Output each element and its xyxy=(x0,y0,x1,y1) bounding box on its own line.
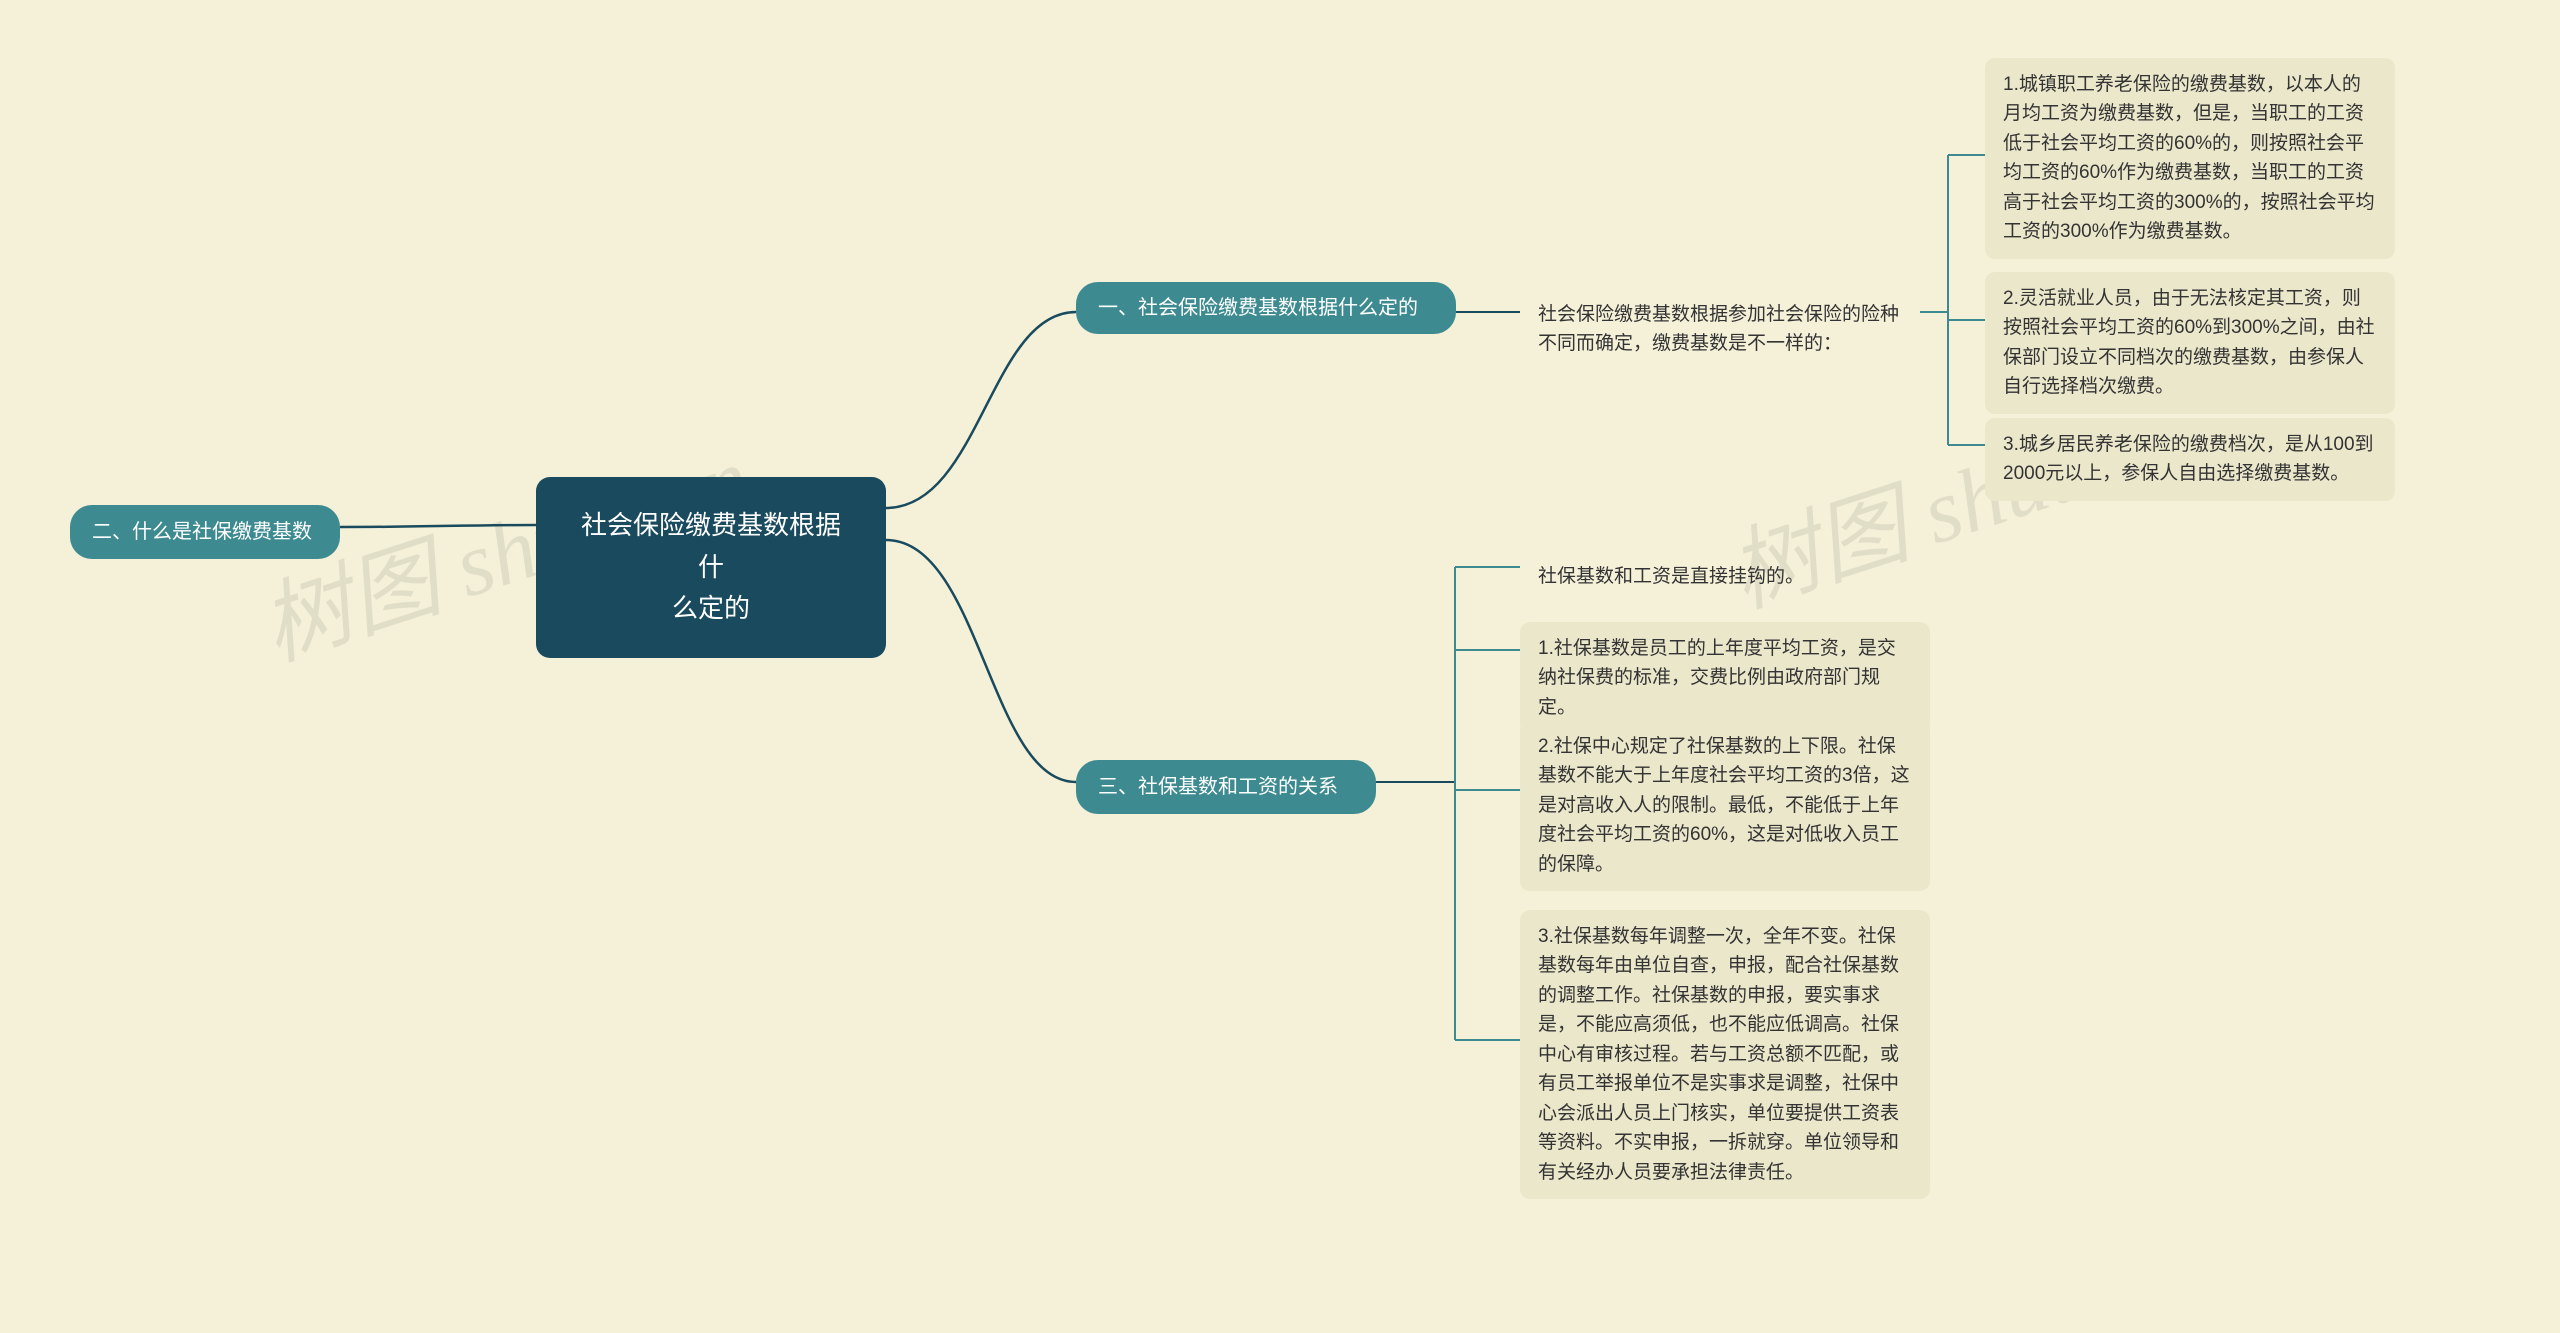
branch-3-leaf-2: 1.社保基数是员工的上年度平均工资，是交纳社保费的标准，交费比例由政府部门规定。 xyxy=(1520,622,1930,734)
branch-3-leaf-1: 社保基数和工资是直接挂钩的。 xyxy=(1520,550,1930,603)
branch-1-intro: 社会保险缴费基数根据参加社会保险的险种不同而确定，缴费基数是不一样的： xyxy=(1520,288,1920,371)
branch-3-leaf-3: 2.社保中心规定了社保基数的上下限。社保基数不能大于上年度社会平均工资的3倍，这… xyxy=(1520,720,1930,891)
branch-2: 二、什么是社保缴费基数 xyxy=(70,505,340,559)
branch-1-leaf-1: 1.城镇职工养老保险的缴费基数，以本人的月均工资为缴费基数，但是，当职工的工资低… xyxy=(1985,58,2395,259)
branch-3: 三、社保基数和工资的关系 xyxy=(1076,760,1376,814)
root-line2: 么定的 xyxy=(672,593,750,623)
branch-3-leaf-4: 3.社保基数每年调整一次，全年不变。社保基数每年由单位自查，申报，配合社保基数的… xyxy=(1520,910,1930,1199)
root-line1: 社会保险缴费基数根据什 xyxy=(581,510,841,582)
branch-1-leaf-3: 3.城乡居民养老保险的缴费档次，是从100到2000元以上，参保人自由选择缴费基… xyxy=(1985,418,2395,501)
branch-1-leaf-2: 2.灵活就业人员，由于无法核定其工资，则按照社会平均工资的60%到300%之间，… xyxy=(1985,272,2395,414)
branch-1: 一、社会保险缴费基数根据什么定的 xyxy=(1076,282,1456,334)
branch-1-label: 一、社会保险缴费基数根据什么定的 xyxy=(1098,297,1418,319)
root-node: 社会保险缴费基数根据什 么定的 xyxy=(536,477,886,658)
